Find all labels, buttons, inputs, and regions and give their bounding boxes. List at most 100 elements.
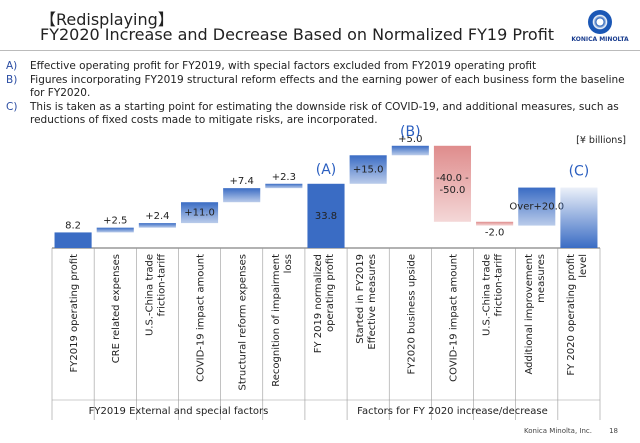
value-label: +2.3 <box>272 172 296 183</box>
label-line: -2.0 <box>485 228 505 239</box>
annotation: (B) <box>400 124 421 140</box>
category-label: FY 2020 operating profitlevel <box>566 254 589 376</box>
divider <box>0 50 640 51</box>
annotation: (C) <box>569 164 590 180</box>
category-label: Structural reform expenses <box>238 254 249 391</box>
value-label: -2.0 <box>485 228 505 239</box>
bullet-text: Figures incorporating FY2019 structural … <box>30 73 625 100</box>
value-label: +2.4 <box>145 211 169 222</box>
category-label: COVID-19 impact amount <box>448 254 459 382</box>
label-line: -50.0 <box>440 185 466 196</box>
bullet: A) Effective operating profit for FY2019,… <box>6 60 631 74</box>
label-line: -40.0 - <box>436 173 469 184</box>
bar <box>518 187 556 226</box>
bar <box>307 183 345 248</box>
value-label: 33.8 <box>315 211 337 222</box>
bullet: B) Figures incorporating FY2019 structura… <box>6 74 631 101</box>
category-label: Additional improvementmeasures <box>524 254 547 375</box>
label-line: +2.4 <box>145 211 169 222</box>
bar <box>54 232 92 248</box>
group-label: Factors for FY 2020 increase/decrease <box>357 406 548 417</box>
bullet-text: Effective operating profit for FY2019, w… <box>30 60 537 72</box>
annotation: (A) <box>316 162 337 178</box>
category: U.S.-China tradefriction-tariff <box>144 253 167 336</box>
value-label: +11.0 <box>184 208 215 219</box>
label-line: +2.5 <box>103 216 127 227</box>
category-label: U.S.-China tradefriction-tariff <box>144 253 167 336</box>
label-line: Effective measures <box>367 254 378 350</box>
logo-text: KONICA MINOLTA <box>571 36 629 43</box>
label-line: friction-tariff <box>494 253 505 317</box>
value-label: +5.0 <box>398 134 422 145</box>
label-line: Started in FY2019 <box>355 254 366 344</box>
category-label: Recognition of impairmentloss <box>271 254 294 387</box>
label-line: Additional improvement <box>524 254 535 375</box>
category: CRE related expenses <box>111 254 122 363</box>
title-line: 【Redisplaying】 <box>40 10 174 29</box>
category-label: FY2019 operating profit <box>69 254 80 373</box>
bullet-marker: A) <box>6 60 18 72</box>
category: FY2019 operating profit <box>69 254 80 373</box>
category: Additional improvementmeasures <box>524 254 547 375</box>
category: Recognition of impairmentloss <box>271 254 294 387</box>
category-label: FY2020 business upside <box>406 254 417 374</box>
bar <box>391 145 429 156</box>
label-line: +15.0 <box>353 165 384 176</box>
category: FY 2020 operating profitlevel <box>566 254 589 376</box>
category: FY 2019 normalizedoperating profit <box>313 254 336 353</box>
label-line: friction-tariff <box>156 253 167 317</box>
group-label: FY2019 External and special factors <box>89 406 269 417</box>
label-line: FY 2019 normalized <box>313 254 324 353</box>
category-label: COVID-19 impact amount <box>196 254 207 382</box>
label-line: loss <box>283 254 294 273</box>
bar <box>433 145 472 222</box>
category: FY2020 business upside <box>406 254 417 374</box>
label-line: +5.0 <box>398 134 422 145</box>
value-label: 8.2 <box>65 220 81 231</box>
category-label: Started in FY2019Effective measures <box>355 254 378 350</box>
category-label: U.S.-China tradefriction-tariff <box>482 253 505 336</box>
label-line: +11.0 <box>184 208 215 219</box>
value-label: -40.0 --50.0 <box>436 173 469 196</box>
category-label: FY 2019 normalizedoperating profit <box>313 254 336 353</box>
value-label: +15.0 <box>353 165 384 176</box>
category: Started in FY2019Effective measures <box>355 254 378 350</box>
label-line: Recognition of impairment <box>271 254 282 387</box>
category: U.S.-China tradefriction-tariff <box>482 253 505 336</box>
label-line: operating profit <box>325 254 336 332</box>
label-line: U.S.-China trade <box>144 254 155 336</box>
label-line: FY 2020 operating profit <box>566 254 577 376</box>
label-line: +2.3 <box>272 172 296 183</box>
bar <box>180 202 219 224</box>
title-line: FY2020 Increase and Decrease Based on No… <box>40 25 555 44</box>
bar <box>96 227 134 233</box>
label-line: U.S.-China trade <box>482 254 493 336</box>
category: Structural reform expenses <box>238 254 249 391</box>
label-line: 33.8 <box>315 211 337 222</box>
bullet-marker: C) <box>6 100 18 113</box>
category: COVID-19 impact amount <box>196 254 207 382</box>
bullet: C) This is taken as a starting point for … <box>6 101 631 128</box>
label-line: 8.2 <box>65 220 81 231</box>
bar <box>223 188 261 203</box>
unit-label: [¥ billions] <box>576 135 626 146</box>
bullet-text: This is taken as a starting point for es… <box>30 100 619 127</box>
logo: KONICA MINOLTA <box>570 10 630 43</box>
footer-company: Konica Minolta, Inc. <box>524 427 592 435</box>
value-label: +7.4 <box>230 176 254 187</box>
value-label: Over+20.0 <box>509 202 564 213</box>
bar <box>265 183 303 189</box>
label-line: level <box>578 254 589 278</box>
bullets: A) Effective operating profit for FY2019,… <box>6 60 631 128</box>
category: COVID-19 impact amount <box>448 254 459 382</box>
label-line: measures <box>536 254 547 303</box>
page-number: 18 <box>609 427 618 435</box>
bar <box>138 223 176 228</box>
bar <box>560 187 598 248</box>
label-line: Over+20.0 <box>509 202 564 213</box>
bar <box>349 155 387 184</box>
label-line: +7.4 <box>230 176 254 187</box>
bullet-marker: B) <box>6 73 18 86</box>
